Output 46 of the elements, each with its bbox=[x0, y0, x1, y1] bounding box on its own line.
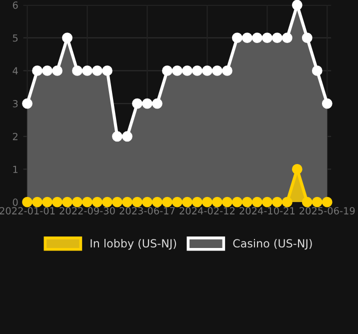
point bbox=[182, 65, 192, 76]
y-tick-label: 1 bbox=[13, 166, 18, 173]
point bbox=[92, 65, 102, 76]
y-tick-label: 0 bbox=[12, 198, 18, 206]
point bbox=[152, 98, 162, 109]
point bbox=[292, 0, 302, 10]
point bbox=[282, 32, 292, 44]
point bbox=[32, 65, 42, 76]
point bbox=[112, 131, 122, 142]
point bbox=[312, 65, 322, 76]
legend-label: In lobby (US-NJ) bbox=[90, 238, 176, 250]
point bbox=[252, 32, 262, 44]
x-tick-label: 2024-02-12 bbox=[180, 207, 234, 214]
legend-label: Casino (US-NJ) bbox=[233, 238, 312, 250]
point bbox=[22, 98, 32, 109]
x-tick-label: 2022-01-01 bbox=[0, 207, 55, 214]
point bbox=[122, 131, 132, 142]
point bbox=[262, 32, 272, 44]
point bbox=[42, 65, 52, 76]
x-tick-label: 2023-06-17 bbox=[120, 207, 175, 214]
x-tick-label: 2024-10-21 bbox=[240, 207, 295, 214]
y-tick-label: 5 bbox=[12, 34, 18, 42]
point bbox=[192, 65, 202, 76]
point bbox=[202, 65, 212, 76]
point bbox=[242, 32, 252, 44]
point bbox=[62, 32, 72, 44]
point bbox=[302, 32, 312, 44]
y-tick-label: 4 bbox=[12, 67, 18, 74]
point bbox=[322, 98, 332, 109]
y-tick-label: 2 bbox=[12, 132, 18, 140]
point bbox=[232, 32, 242, 44]
x-tick-label: 2022-09-30 bbox=[60, 207, 115, 214]
point bbox=[82, 65, 92, 76]
point bbox=[162, 65, 172, 76]
point bbox=[212, 65, 222, 76]
point bbox=[272, 32, 282, 44]
point bbox=[132, 98, 142, 109]
y-tick-label: 6 bbox=[12, 1, 18, 9]
point bbox=[52, 65, 62, 76]
y-tick-label: 3 bbox=[12, 100, 18, 108]
x-tick-label: 2025-06-19 bbox=[300, 207, 355, 214]
point bbox=[222, 65, 232, 76]
point bbox=[142, 98, 152, 109]
point bbox=[72, 65, 82, 76]
point bbox=[172, 65, 182, 76]
point bbox=[102, 65, 112, 76]
